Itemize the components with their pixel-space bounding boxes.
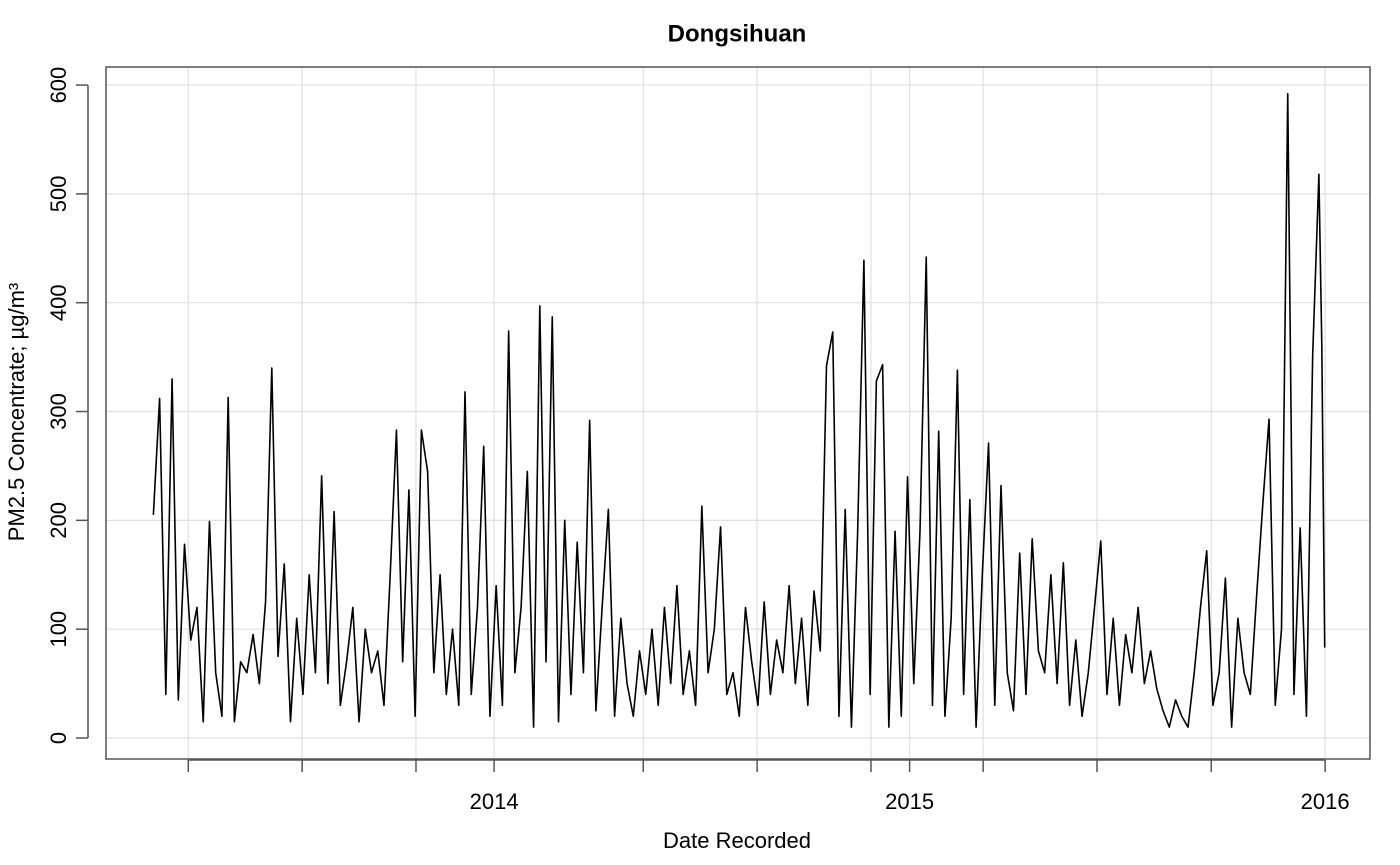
y-tick-label: 300	[46, 393, 71, 430]
x-tick-label: 2014	[470, 789, 519, 814]
y-tick-label: 0	[46, 732, 71, 744]
y-axis-label: PM2.5 Concentrate; µg/m³	[4, 283, 29, 541]
plot	[152, 92, 1326, 728]
x-tick-label: 2015	[885, 789, 934, 814]
grid	[106, 67, 1370, 759]
y-tick-label: 100	[46, 611, 71, 648]
y-tick-label: 200	[46, 502, 71, 539]
data-line	[152, 92, 1326, 728]
plot-frame	[105, 66, 1371, 760]
y-tick-label: 600	[46, 67, 71, 104]
y-tick-label: 500	[46, 176, 71, 213]
chart-title: Dongsihuan	[668, 20, 807, 47]
x-tick-label: 2016	[1301, 789, 1350, 814]
x-axis-label: Date Recorded	[663, 828, 811, 853]
y-tick-label: 400	[46, 284, 71, 321]
